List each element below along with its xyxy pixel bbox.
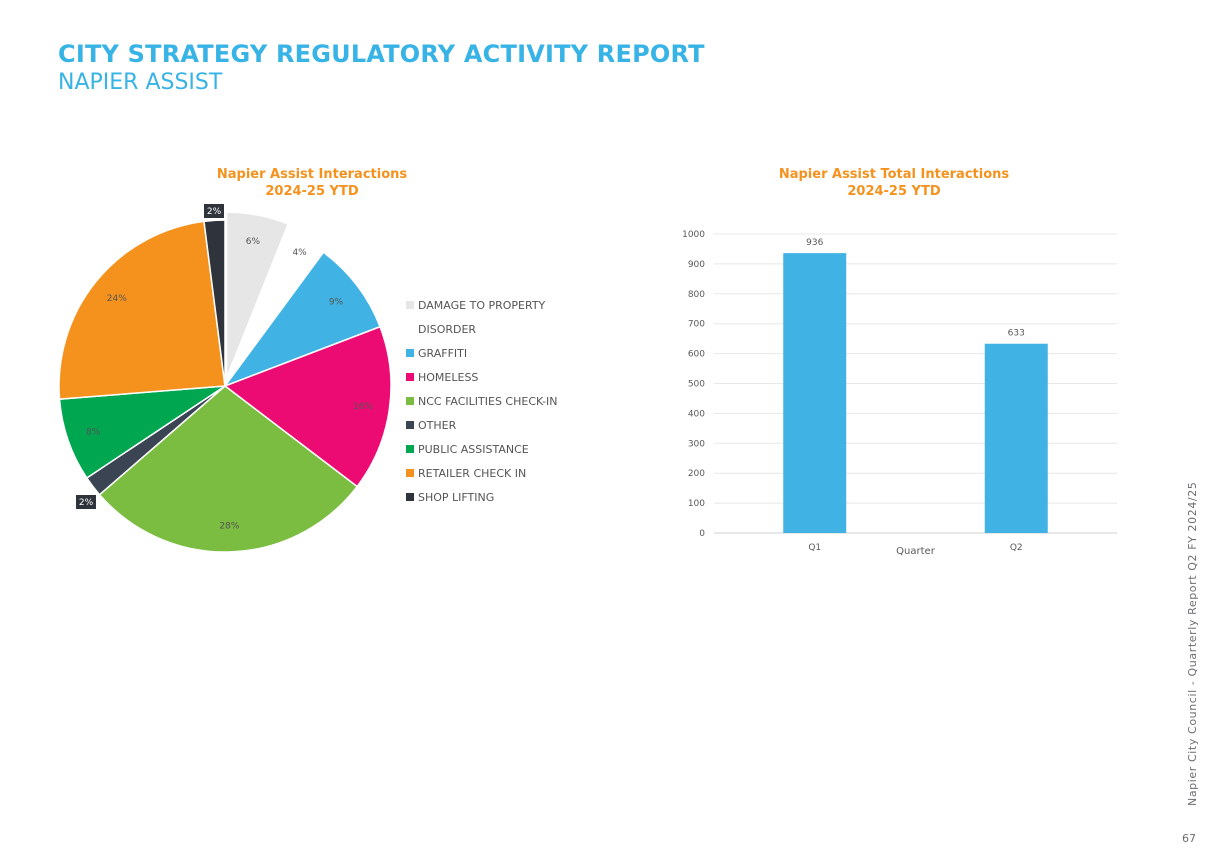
pie-slice-homeless [223,325,392,488]
bar-chart-title-line2: 2024-25 YTD [847,184,941,199]
bar-q1 [783,253,847,534]
pie-slice-graffiti [222,251,382,388]
bar-y-tick-label: 800 [688,290,705,300]
pie-label-public-assistance: 8% [86,428,101,438]
pie-label-damage-to-property: 6% [246,237,261,247]
legend-item-shop-lifting: SHOP LIFTING [406,485,558,509]
bar-y-tick-label: 600 [688,350,705,360]
legend-swatch-ncc-facilities-check-in [406,397,414,405]
bar-y-tick-label: 0 [699,529,705,539]
pie-label-retailer-check-in: 24% [107,294,127,304]
report-title: CITY STRATEGY REGULATORY ACTIVITY REPORT [58,40,705,68]
bar-y-tick-label: 900 [688,260,705,270]
bar-y-tick-label: 1000 [682,230,705,240]
page-number: 67 [1182,832,1196,845]
legend-label-ncc-facilities-check-in: NCC FACILITIES CHECK-IN [418,394,558,408]
legend-label-other: OTHER [418,418,457,432]
legend-label-shop-lifting: SHOP LIFTING [418,490,495,504]
pie-slice-ncc-facilities-check-in [98,385,359,553]
legend-item-graffiti: GRAFFITI [406,341,558,365]
legend-item-ncc-facilities-check-in: NCC FACILITIES CHECK-IN [406,389,558,413]
pie-label-shop-lifting: 2% [207,207,222,217]
report-subtitle: NAPIER ASSIST [58,70,223,95]
bar-y-tick-label: 300 [688,439,705,449]
pie-label-other: 2% [79,498,94,508]
pie-chart-title-line2: 2024-25 YTD [265,184,359,199]
legend-label-public-assistance: PUBLIC ASSISTANCE [418,442,529,456]
footer-text: Napier City Council - Quarterly Report Q… [1186,481,1199,806]
pie-label-box-other [76,495,96,509]
legend-label-homeless: HOMELESS [418,370,479,384]
pie-label-ncc-facilities-check-in: 28% [219,521,239,531]
legend-swatch-graffiti [406,349,414,357]
legend-item-disorder: DISORDER [406,317,558,341]
bar-chart-title-line1: Napier Assist Total Interactions [778,167,1010,182]
pie-label-graffiti: 9% [329,298,344,308]
bar-y-tick-label: 500 [688,380,705,390]
bar-y-tick-label: 700 [688,320,705,330]
legend-swatch-homeless [406,373,414,381]
legend-item-homeless: HOMELESS [406,365,558,389]
legend-swatch-disorder [406,325,414,333]
pie-label-homeless: 16% [353,402,373,412]
pie-label-disorder: 4% [292,248,307,258]
legend-swatch-retailer-check-in [406,469,414,477]
legend-label-retailer-check-in: RETAILER CHECK IN [418,466,527,480]
pie-slice-damage-to-property [225,211,290,379]
bar-x-tick-label-q2: Q2 [1010,543,1023,553]
pie-label-box-shop-lifting [204,204,224,218]
pie-slice-shop-lifting [203,219,226,387]
bar-chart-title: Napier Assist Total Interactions 2024-25… [744,166,1044,200]
legend-swatch-damage-to-property [406,301,414,309]
bar-x-tick-label-q1: Q1 [808,543,821,553]
legend-swatch-shop-lifting [406,493,414,501]
legend-swatch-public-assistance [406,445,414,453]
bar-q2 [984,343,1048,533]
bar-value-label-q2: 633 [1008,329,1025,339]
legend-label-disorder: DISORDER [418,322,477,336]
pie-legend: DAMAGE TO PROPERTY DISORDER GRAFFITI HOMELE… [406,293,558,509]
bar-y-tick-label: 200 [688,469,705,479]
legend-label-graffiti: GRAFFITI [418,346,468,360]
legend-label-damage-to-property: DAMAGE TO PROPERTY [418,298,546,312]
bar-value-label-q1: 936 [806,238,823,248]
legend-item-public-assistance: PUBLIC ASSISTANCE [406,437,558,461]
legend-item-damage-to-property: DAMAGE TO PROPERTY [406,293,558,317]
pie-chart-title-line1: Napier Assist Interactions [216,167,408,182]
pie-chart-title: Napier Assist Interactions 2024-25 YTD [162,166,462,200]
pie-slice-retailer-check-in [58,220,226,400]
legend-swatch-other [406,421,414,429]
pie-slice-disorder [231,218,332,375]
bar-x-axis-title: Quarter [896,546,936,557]
bar-y-tick-label: 400 [688,409,705,419]
legend-item-retailer-check-in: RETAILER CHECK IN [406,461,558,485]
legend-item-other: OTHER [406,413,558,437]
bar-y-tick-label: 100 [688,499,705,509]
